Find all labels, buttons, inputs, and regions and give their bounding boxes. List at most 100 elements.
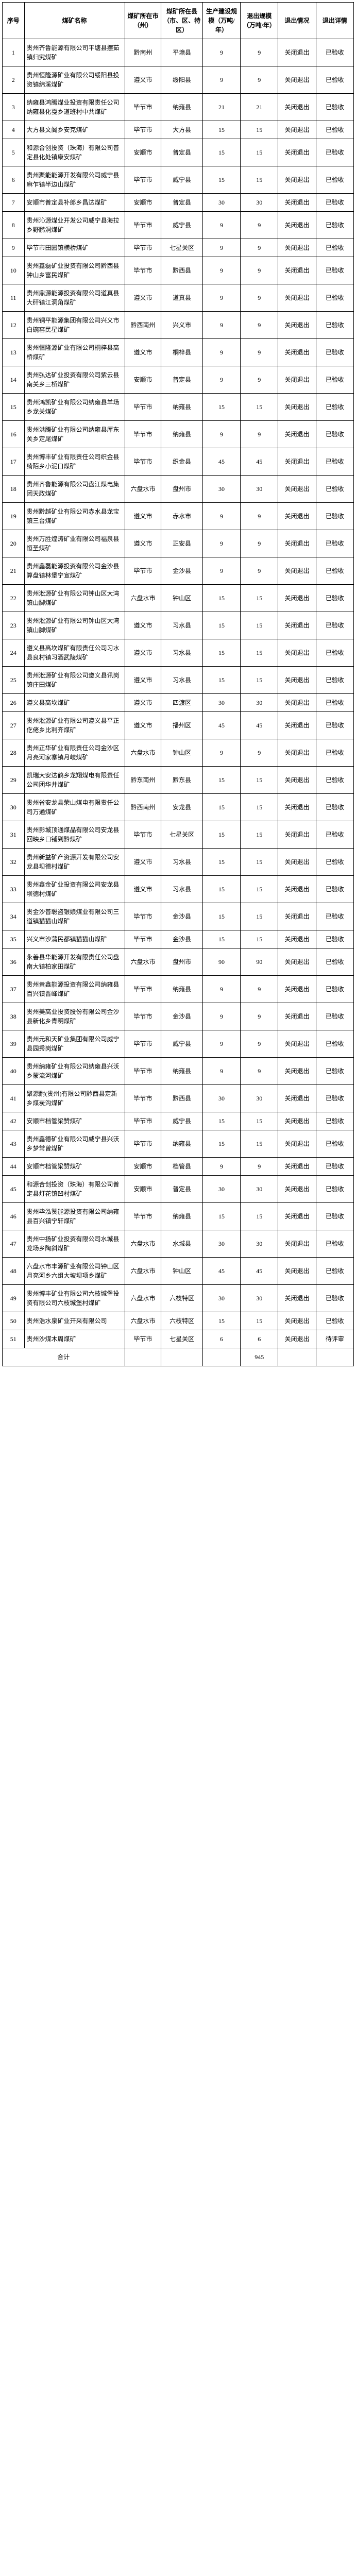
- capacity-cell: 9: [202, 1058, 240, 1085]
- note-cell: 已验收: [316, 1176, 353, 1203]
- seq-cell: 43: [3, 1130, 25, 1158]
- city-cell: 遵义市: [125, 639, 161, 667]
- city-cell: 毕节市: [125, 1003, 161, 1030]
- name-cell: 贵州博丰矿业有限公司六枝城堡投资有限公司六枝城堡村煤矿: [24, 1285, 125, 1312]
- table-row: 45和源合创投资（珠海）有限公司普定县灯花镇凹村煤矿安顺市普定县3030关闭退出…: [3, 1176, 354, 1203]
- name-cell: 贵州浩水泉矿业开采有限公司: [24, 1312, 125, 1330]
- city-cell: 毕节市: [125, 1203, 161, 1230]
- name-cell: 贵州鼎源能源投资有限公司道真县大矸镇江洞角煤矿: [24, 284, 125, 312]
- city-cell: 毕节市: [125, 239, 161, 257]
- capacity-cell: 15: [202, 930, 240, 948]
- note-cell: 已验收: [316, 612, 353, 639]
- exit-cell: 9: [241, 66, 278, 94]
- seq-cell: 27: [3, 712, 25, 739]
- city-cell: 毕节市: [125, 257, 161, 284]
- note-cell: 已验收: [316, 930, 353, 948]
- seq-cell: 32: [3, 849, 25, 876]
- table-row: 39贵州元和天矿业集团有限公司威宁县园秀岗煤矿毕节市威宁县99关闭退出已验收: [3, 1030, 354, 1058]
- capacity-cell: 15: [202, 821, 240, 849]
- name-cell: 贵州鑫磊能源投资有限公司金沙县算盘镇林堡宁宣煤矿: [24, 557, 125, 585]
- county-cell: 绥阳县: [161, 66, 202, 94]
- table-row: 50贵州浩水泉矿业开采有限公司六盘水市六枝特区1515关闭退出已验收: [3, 1312, 354, 1330]
- table-row: 15贵州鸿凯矿业有限公司纳雍县羊场乡龙关煤矿毕节市纳雍县1515关闭退出已验收: [3, 394, 354, 421]
- seq-cell: 23: [3, 612, 25, 639]
- exit-cell: 15: [241, 394, 278, 421]
- table-footer: 合计 945: [3, 1348, 354, 1366]
- status-cell: 关闭退出: [278, 903, 316, 930]
- exit-cell: 15: [241, 585, 278, 612]
- table-row: 41聚源耐(贵州)有限公司黔西县定新乡煤炭沟煤矿毕节市黔西县3030关闭退出已验…: [3, 1085, 354, 1112]
- capacity-cell: 9: [202, 557, 240, 585]
- status-cell: 关闭退出: [278, 239, 316, 257]
- note-cell: 已验收: [316, 284, 353, 312]
- note-cell: 已验收: [316, 39, 353, 66]
- seq-cell: 51: [3, 1330, 25, 1348]
- county-cell: 金沙县: [161, 1003, 202, 1030]
- name-cell: 贵州黄鑫能源投资有限公司纳雍县百兴镇晋峰煤矿: [24, 976, 125, 1003]
- city-cell: 黔东南州: [125, 767, 161, 794]
- county-cell: 金沙县: [161, 557, 202, 585]
- city-cell: 遵义市: [125, 667, 161, 694]
- table-row: 49贵州博丰矿业有限公司六枝城堡投资有限公司六枝城堡村煤矿六盘水市六枝特区303…: [3, 1285, 354, 1312]
- seq-cell: 13: [3, 339, 25, 366]
- city-cell: 毕节市: [125, 930, 161, 948]
- table-row: 3纳雍县鸿腾煤业投资有限责任公司纳雍县化戛乡道班村中共煤矿毕节市纳雍县2121关…: [3, 94, 354, 121]
- note-cell: 已验收: [316, 1058, 353, 1085]
- exit-cell: 15: [241, 930, 278, 948]
- status-cell: 关闭退出: [278, 1312, 316, 1330]
- table-row: 25贵州淞源矿业有限公司遵义县讯岗镇庄田煤矿遵义市习水县1515关闭退出已验收: [3, 667, 354, 694]
- note-cell: 已验收: [316, 876, 353, 903]
- footer-blank-3: [202, 1348, 240, 1366]
- city-cell: 毕节市: [125, 821, 161, 849]
- name-cell: 安顺市档管梁赞煤矿: [24, 1158, 125, 1176]
- county-cell: 平塘县: [161, 39, 202, 66]
- table-row: 44安顺市档管梁赞煤矿安顺市档管县99关闭退出已验收: [3, 1158, 354, 1176]
- exit-cell: 45: [241, 1258, 278, 1285]
- header-note: 退出详情: [316, 3, 353, 39]
- county-cell: 桐梓县: [161, 339, 202, 366]
- note-cell: 已验收: [316, 903, 353, 930]
- table-row: 13贵州恒隆源矿业有限公司桐梓县高桥煤矿遵义市桐梓县99关闭退出已验收: [3, 339, 354, 366]
- note-cell: 已验收: [316, 421, 353, 448]
- city-cell: 遵义市: [125, 66, 161, 94]
- exit-cell: 15: [241, 794, 278, 821]
- exit-cell: 15: [241, 139, 278, 166]
- capacity-cell: 15: [202, 1312, 240, 1330]
- name-cell: 贵州中扬矿业投资有限公司水城县龙场乡陶斜煤矿: [24, 1230, 125, 1258]
- note-cell: 已验收: [316, 339, 353, 366]
- note-cell: 已验收: [316, 767, 353, 794]
- table-row: 35兴义市沙蒲民都镇猫猫山煤矿毕节市金沙县1515关闭退出已验收: [3, 930, 354, 948]
- seq-cell: 14: [3, 366, 25, 394]
- seq-cell: 7: [3, 194, 25, 212]
- name-cell: 贵金沙普聪盗银娘煤业有限公司三道镇猫猫山煤矿: [24, 903, 125, 930]
- name-cell: 贵州聚能能源开发有限公司威宁县麻乍镇半边山煤矿: [24, 166, 125, 194]
- status-cell: 关闭退出: [278, 503, 316, 530]
- capacity-cell: 15: [202, 612, 240, 639]
- table-row: 28贵州正华矿业有限责任公司金沙区月亮河家寨镇月岐煤矿六盘水市钟山区99关闭退出…: [3, 739, 354, 767]
- name-cell: 安顺市普定县补郎乡昌达煤矿: [24, 194, 125, 212]
- city-cell: 毕节市: [125, 1112, 161, 1130]
- county-cell: 大方县: [161, 121, 202, 139]
- exit-cell: 15: [241, 639, 278, 667]
- name-cell: 贵州淞源矿业有限公司钟山区大湾镇山脚煤矿: [24, 585, 125, 612]
- county-cell: 安龙县: [161, 794, 202, 821]
- capacity-cell: 21: [202, 94, 240, 121]
- header-name: 煤矿名称: [24, 3, 125, 39]
- note-cell: 已验收: [316, 503, 353, 530]
- footer-blank-2: [161, 1348, 202, 1366]
- name-cell: 贵州齐鲁能源有限公司平塘县摆茹镇归究煤矿: [24, 39, 125, 66]
- header-capacity: 生产建设规模（万吨/年）: [202, 3, 240, 39]
- name-cell: 贵州洪腾矿业有限公司纳雍县厍东关乡定尾煤矿: [24, 421, 125, 448]
- city-cell: 毕节市: [125, 394, 161, 421]
- seq-cell: 38: [3, 1003, 25, 1030]
- county-cell: 威宁县: [161, 1112, 202, 1130]
- table-row: 23贵州淞源矿业有限公司钟山区大湾镇山脚煤矿遵义市习水县1515关闭退出已验收: [3, 612, 354, 639]
- county-cell: 七星关区: [161, 1330, 202, 1348]
- city-cell: 安顺市: [125, 139, 161, 166]
- exit-cell: 15: [241, 667, 278, 694]
- table-row: 51贵州沙煤木周煤矿毕节市七星关区66关闭退出待评审: [3, 1330, 354, 1348]
- table-row: 29凯瑞大安达鹤乡龙翔煤电有限责任公司团华井煤矿黔东南州黔东县1515关闭退出已…: [3, 767, 354, 794]
- seq-cell: 18: [3, 476, 25, 503]
- name-cell: 永善县华能源开发有限责任公司盘南大镇柏家田煤矿: [24, 948, 125, 976]
- seq-cell: 29: [3, 767, 25, 794]
